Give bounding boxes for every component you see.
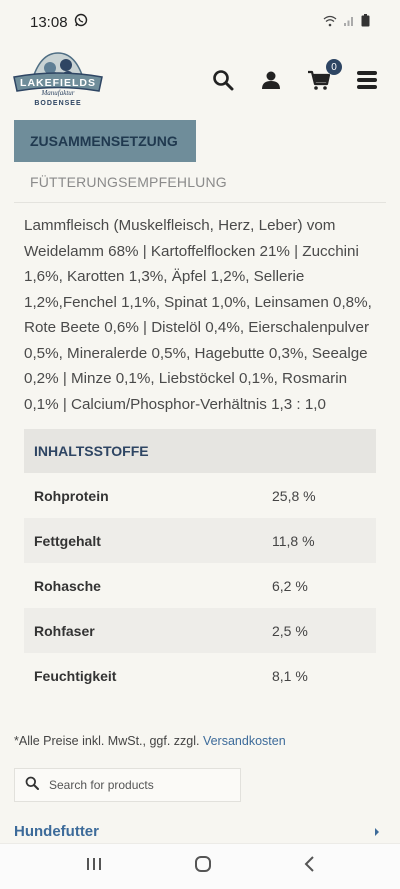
logo[interactable]: LAKEFIELDS Manufaktur BODENSEE	[10, 47, 106, 113]
row-value: 11,8 %	[272, 532, 315, 549]
price-footnote: *Alle Preise inkl. MwSt., ggf. zzgl. Ver…	[0, 698, 400, 748]
row-value: 2,5 %	[272, 622, 308, 639]
category-label: Hundefutter	[14, 823, 99, 840]
logo-sub: Manufaktur	[41, 89, 75, 97]
row-label: Fettgehalt	[34, 532, 101, 549]
status-time: 13:08	[30, 13, 68, 31]
row-value: 8,1 %	[272, 667, 308, 684]
cart-icon[interactable]: 0	[306, 59, 342, 93]
shipping-costs-link[interactable]: Versandkosten	[202, 734, 286, 748]
wifi-icon	[323, 14, 337, 31]
row-label: Rohasche	[34, 577, 101, 594]
system-nav-bar	[0, 843, 400, 889]
table-title: INHALTSSTOFFE	[24, 429, 376, 473]
product-tabs: ZUSAMMENSETZUNG FÜTTERUNGSEMPFEHLUNG	[0, 116, 400, 203]
back-icon[interactable]	[303, 855, 315, 878]
table-row: Rohasche 6,2 %	[24, 563, 376, 608]
cart-count-badge: 0	[326, 59, 342, 75]
table-row: Rohfaser 2,5 %	[24, 608, 376, 653]
footnote-text: *Alle Preise inkl. MwSt., ggf. zzgl.	[14, 734, 203, 748]
chevron-right-icon	[374, 823, 380, 840]
row-value: 6,2 %	[272, 577, 308, 594]
row-label: Rohfaser	[34, 622, 95, 639]
menu-icon[interactable]	[354, 67, 380, 93]
logo-graphic	[13, 52, 103, 92]
logo-location: BODENSEE	[34, 100, 82, 107]
tab-zusammensetzung[interactable]: ZUSAMMENSETZUNG	[14, 120, 196, 162]
tab-fuetterungsempfehlung[interactable]: FÜTTERUNGSEMPFEHLUNG	[14, 162, 386, 203]
table-row: Fettgehalt 11,8 %	[24, 518, 376, 563]
search-icon[interactable]	[210, 67, 236, 93]
table-row: Feuchtigkeit 8,1 %	[24, 653, 376, 698]
search-icon	[25, 776, 39, 795]
account-icon[interactable]	[258, 67, 284, 93]
row-label: Feuchtigkeit	[34, 667, 117, 684]
status-bar: 13:08	[0, 0, 400, 44]
search-box	[14, 768, 241, 802]
category-item-hundefutter[interactable]: Hundefutter	[14, 823, 380, 840]
site-header: LAKEFIELDS Manufaktur BODENSEE 0	[0, 44, 400, 116]
table-row: Rohprotein 25,8 %	[24, 473, 376, 518]
recent-apps-icon[interactable]	[85, 856, 103, 877]
battery-icon	[361, 13, 370, 31]
nutrients-table: INHALTSSTOFFE Rohprotein 25,8 % Fettgeha…	[24, 429, 376, 698]
ingredients-text: Lammfleisch (Muskelfleisch, Herz, Leber)…	[24, 217, 372, 413]
row-value: 25,8 %	[272, 487, 316, 504]
signal-icon	[343, 14, 355, 31]
home-icon[interactable]	[194, 855, 212, 878]
row-label: Rohprotein	[34, 487, 109, 504]
logo-brand: LAKEFIELDS	[20, 77, 96, 89]
search-input[interactable]	[49, 778, 219, 792]
whatsapp-icon	[74, 13, 88, 31]
